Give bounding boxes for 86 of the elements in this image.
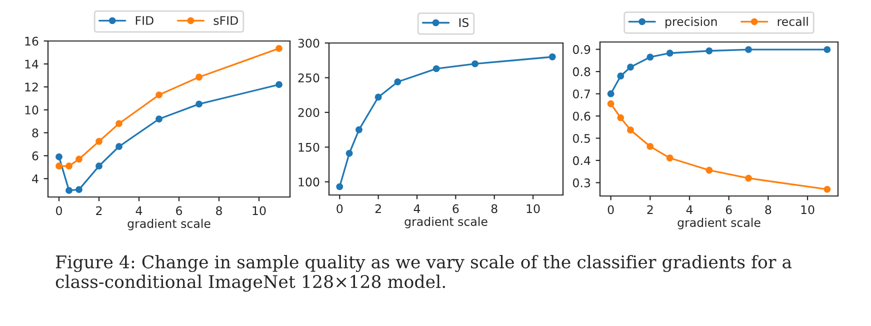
point: [156, 116, 162, 122]
point: [646, 54, 654, 61]
x-tick-label: 2: [375, 204, 381, 213]
x-axis-title: gradient scale: [128, 218, 210, 230]
point: [76, 156, 82, 163]
point: [276, 44, 282, 52]
point: [56, 162, 62, 170]
point: [66, 186, 72, 194]
y-tick-label: 0.9: [572, 45, 590, 54]
legend-label: sFID: [214, 16, 238, 25]
y-tick-label: 150: [298, 142, 320, 152]
x-tick-label: 8: [216, 206, 222, 216]
x-tick-label: 4: [136, 206, 142, 215]
point: [116, 143, 122, 150]
point: [276, 81, 282, 88]
point: [607, 100, 614, 108]
y-tick-label: 0.4: [572, 156, 590, 166]
x-tick-label: 6: [176, 206, 182, 216]
y-tick-label: 0.6: [572, 112, 590, 121]
y-tick-label: 250: [298, 73, 320, 82]
point: [96, 162, 102, 170]
point: [432, 65, 440, 72]
point: [394, 78, 402, 86]
point: [745, 174, 752, 182]
legend-label: precision: [666, 16, 717, 28]
x-axis-title: gradient scale: [678, 218, 760, 230]
y-tick-label: 6: [32, 151, 38, 160]
y-tick-label: 14: [25, 60, 38, 68]
point: [472, 60, 478, 68]
point: [96, 138, 102, 145]
point: [56, 153, 62, 160]
x-tick-label: 4: [686, 205, 693, 214]
x-tick-label: 0: [56, 206, 62, 216]
y-tick-label: 8: [32, 128, 38, 138]
x-tick-label: 8: [765, 205, 772, 214]
y-tick-label: 200: [298, 108, 320, 118]
y-tick-label: 0.7: [572, 90, 590, 98]
y-tick-label: 300: [298, 38, 320, 48]
x-tick-label: 8: [491, 204, 498, 214]
y-tick-label: 0.3: [572, 178, 590, 188]
point: [336, 183, 344, 190]
x-tick-label: 0: [608, 205, 614, 214]
point: [666, 50, 674, 57]
point: [607, 90, 614, 98]
point: [627, 126, 634, 134]
point: [156, 91, 162, 98]
y-tick-label: 0.5: [572, 134, 590, 143]
y-tick-label: 16: [25, 36, 38, 46]
point: [706, 47, 713, 54]
point: [66, 162, 72, 170]
point: [196, 74, 202, 81]
x-tick-label: 10: [526, 204, 540, 214]
point: [374, 94, 382, 101]
point: [548, 53, 556, 60]
x-tick-label: 6: [726, 205, 732, 214]
x-tick-label: 10: [252, 206, 266, 216]
y-tick-label: 4: [32, 174, 38, 184]
point: [824, 46, 831, 54]
point: [196, 100, 202, 108]
x-tick-label: 2: [647, 205, 653, 214]
point: [666, 154, 674, 162]
point: [617, 114, 624, 122]
y-tick-label: 10: [25, 106, 38, 114]
point: [627, 64, 634, 71]
x-tick-label: 2: [96, 206, 102, 215]
y-tick-label: 100: [298, 178, 320, 186]
point: [346, 150, 353, 157]
y-tick-label: 0.8: [572, 67, 590, 76]
x-tick-label: 10: [801, 205, 814, 214]
legend-label: FID: [136, 16, 154, 25]
point: [116, 120, 122, 128]
y-tick-label: 12: [25, 82, 38, 92]
point: [745, 46, 752, 54]
caption: Figure 4: Change in sample quality as we vary scale of the classifier gradients for a class-conditional ImageNet 128×128 model.: [56, 255, 792, 292]
point: [76, 186, 82, 194]
point: [824, 186, 831, 193]
legend-label: recall: [778, 16, 808, 26]
x-tick-label: 6: [452, 204, 459, 214]
x-tick-label: 4: [414, 204, 420, 213]
legend-label: IS: [459, 18, 469, 28]
x-axis-title: gradient scale: [404, 216, 488, 228]
x-tick-label: 0: [336, 204, 343, 214]
point: [646, 142, 654, 150]
point: [706, 166, 713, 174]
point: [617, 72, 624, 80]
point: [356, 126, 362, 134]
